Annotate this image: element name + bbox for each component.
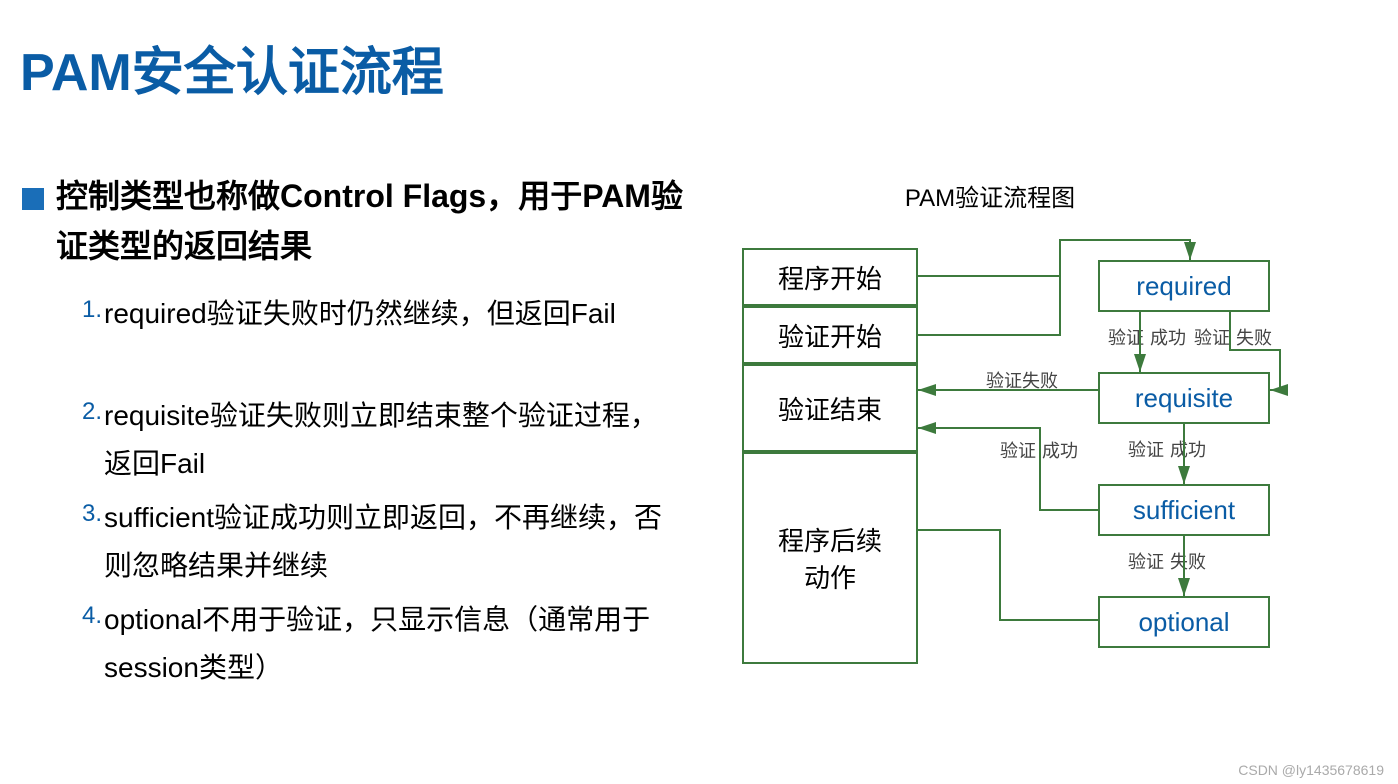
list-item-2: requisite验证失败则立即结束整个验证过程，返回Fail xyxy=(104,392,664,487)
edge-label: 失败 xyxy=(1234,324,1274,350)
flow-box-optional: optional xyxy=(1098,596,1270,648)
section-heading: 控制类型也称做Control Flags，用于PAM验证类型的返回结果 xyxy=(56,172,696,271)
edge-label: 成功 xyxy=(1148,324,1188,350)
flow-box-verify-start: 验证开始 xyxy=(742,306,918,364)
edge-label: 验证失败 xyxy=(984,367,1060,393)
list-item-1: required验证失败时仍然继续，但返回Fail xyxy=(104,290,664,338)
bullet-icon xyxy=(22,188,44,210)
edge-label: 验证 xyxy=(1106,324,1146,350)
list-item-3: sufficient验证成功则立即返回，不再继续，否则忽略结果并继续 xyxy=(104,494,664,589)
diagram-title: PAM验证流程图 xyxy=(780,178,1200,213)
flow-box-verify-end: 验证结束 xyxy=(742,364,918,452)
edge-label: 失败 xyxy=(1168,548,1208,574)
edge-label: 验证 xyxy=(1192,324,1232,350)
edge-label: 验证 xyxy=(1126,548,1166,574)
flow-box-required: required xyxy=(1098,260,1270,312)
flow-box-continue: 程序后续 动作 xyxy=(742,452,918,664)
watermark: CSDN @ly1435678619 xyxy=(1238,762,1384,778)
list-number: 1. xyxy=(82,296,102,324)
list-number: 2. xyxy=(82,398,102,426)
page-title: PAM安全认证流程 xyxy=(20,30,444,105)
flow-box-start: 程序开始 xyxy=(742,248,918,306)
edge-label: 成功 xyxy=(1168,436,1208,462)
edge-label: 成功 xyxy=(1040,437,1080,463)
list-item-4: optional不用于验证，只显示信息（通常用于session类型） xyxy=(104,596,664,691)
flow-box-requisite: requisite xyxy=(1098,372,1270,424)
flow-box-sufficient: sufficient xyxy=(1098,484,1270,536)
list-number: 4. xyxy=(82,602,102,630)
edge-label: 验证 xyxy=(998,437,1038,463)
list-number: 3. xyxy=(82,500,102,528)
edge-label: 验证 xyxy=(1126,436,1166,462)
